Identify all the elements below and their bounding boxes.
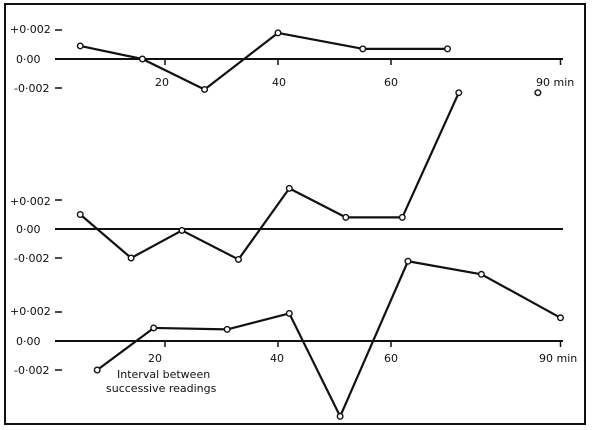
p2-ytick-zero: 0·00 (16, 223, 41, 236)
p1-ytick-pos: +0·002 (10, 23, 51, 36)
p2-series-segment-1 (130, 229, 184, 260)
p3-series-segment-0 (96, 326, 155, 372)
p3-annotation: Interval between successive readings (106, 368, 217, 395)
p2-ytick-pos: +0·002 (10, 195, 51, 208)
p2-data-point-7 (455, 89, 463, 97)
p3-series-segment-3 (288, 312, 342, 418)
p1-xtick-60: 60 (384, 76, 398, 89)
p3-xtick-40: 40 (270, 352, 284, 365)
p3-ytick-pos: +0·002 (10, 305, 51, 318)
p2-ytick-neg: -0·002 (14, 252, 49, 265)
p3-ytick-neg: -0·002 (14, 364, 49, 377)
p2-data-point-8 (534, 89, 542, 97)
p2-data-point-6 (398, 213, 406, 221)
p1-data-point-4 (359, 45, 367, 53)
p3-data-point-3 (285, 309, 293, 317)
p3-annotation-line2: successive readings (106, 382, 217, 395)
chart-frame (4, 3, 586, 425)
p3-annotation-line1: Interval between (117, 368, 210, 381)
p3-series-segment-4 (339, 260, 410, 418)
p3-series-segment-2 (226, 312, 291, 331)
p1-xtick-40: 40 (272, 76, 286, 89)
p3-data-point-2 (223, 325, 231, 333)
p3-data-point-7 (557, 314, 565, 322)
p1-data-point-1 (138, 55, 146, 63)
p3-data-point-4 (336, 412, 344, 420)
p1-xtick-20: 20 (155, 76, 169, 89)
p2-series-segment-0 (79, 213, 133, 260)
p3-ytick-zero: 0·00 (16, 335, 41, 348)
p2-data-point-5 (342, 213, 350, 221)
p1-series-segment-2 (203, 31, 280, 91)
p2-data-point-2 (178, 226, 186, 234)
p3-xtick-90: 90 min (539, 352, 577, 365)
p2-series-segment-3 (237, 187, 291, 261)
p3-data-point-5 (404, 257, 412, 265)
p1-ytick-zero: 0·00 (16, 53, 41, 66)
p1-series-segment-3 (276, 31, 364, 50)
p2-data-point-0 (76, 210, 84, 218)
p3-series-segment-5 (406, 260, 483, 276)
p3-series-segment-1 (152, 326, 229, 331)
p3-xtick-60: 60 (384, 352, 398, 365)
p2-series-segment-6 (401, 91, 460, 219)
p1-data-point-3 (274, 29, 282, 37)
p1-data-point-0 (76, 42, 84, 50)
p2-data-point-4 (285, 184, 293, 192)
p2-data-point-3 (234, 255, 242, 263)
p1-data-point-2 (201, 85, 209, 93)
p1-series-segment-1 (141, 57, 206, 91)
p2-data-point-1 (127, 254, 135, 262)
p3-data-point-1 (150, 324, 158, 332)
p2-series-segment-4 (288, 187, 347, 219)
p1-xtick-90: 90 min (536, 76, 574, 89)
p3-series-segment-6 (480, 273, 562, 319)
p3-data-point-0 (93, 366, 101, 374)
p1-data-point-5 (444, 45, 452, 53)
p3-xtick-20: 20 (148, 352, 162, 365)
p1-series-segment-0 (79, 44, 144, 61)
p3-data-point-6 (477, 270, 485, 278)
p1-ytick-neg: -0·002 (14, 82, 49, 95)
p2-series-segment-2 (180, 229, 240, 261)
